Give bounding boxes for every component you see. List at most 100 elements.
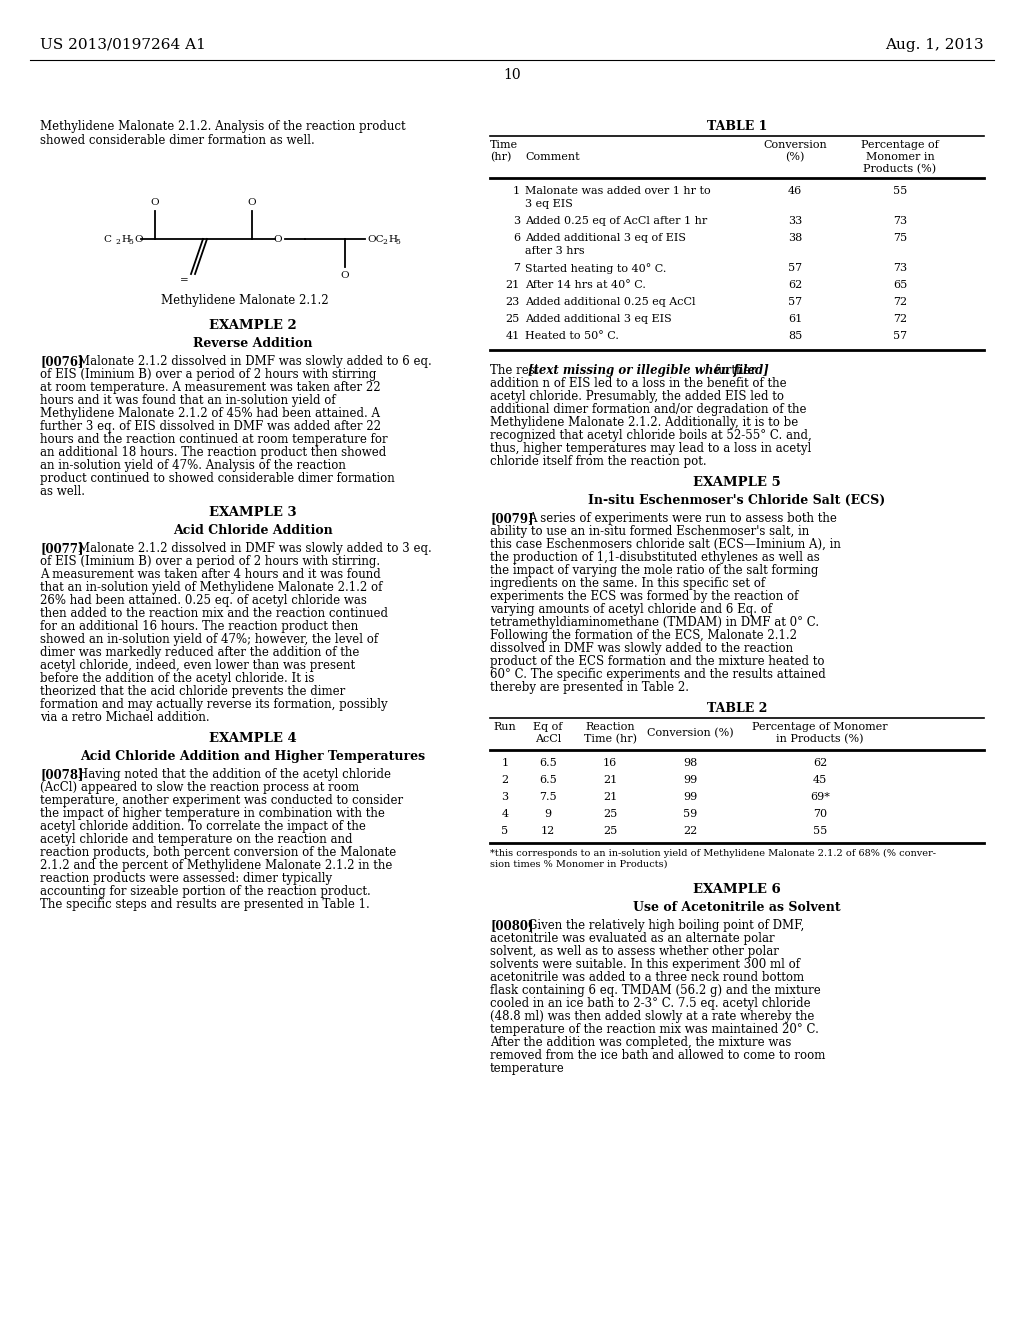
Text: flask containing 6 eq. TMDAM (56.2 g) and the mixture: flask containing 6 eq. TMDAM (56.2 g) an… bbox=[490, 983, 821, 997]
Text: product of the ECS formation and the mixture heated to: product of the ECS formation and the mix… bbox=[490, 655, 824, 668]
Text: thereby are presented in Table 2.: thereby are presented in Table 2. bbox=[490, 681, 689, 694]
Text: 3: 3 bbox=[502, 792, 509, 803]
Text: Acid Chloride Addition: Acid Chloride Addition bbox=[173, 524, 333, 537]
Text: additional dimer formation and/or degradation of the: additional dimer formation and/or degrad… bbox=[490, 403, 807, 416]
Text: Conversion: Conversion bbox=[763, 140, 826, 150]
Text: The resi: The resi bbox=[490, 364, 539, 378]
Text: after 3 hrs: after 3 hrs bbox=[525, 246, 585, 256]
Text: 16: 16 bbox=[603, 758, 617, 768]
Text: 23: 23 bbox=[506, 297, 520, 308]
Text: product continued to showed considerable dimer formation: product continued to showed considerable… bbox=[40, 473, 394, 484]
Text: ingredients on the same. In this specific set of: ingredients on the same. In this specifi… bbox=[490, 577, 765, 590]
Text: dissolved in DMF was slowly added to the reaction: dissolved in DMF was slowly added to the… bbox=[490, 642, 794, 655]
Text: A series of experiments were run to assess both the: A series of experiments were run to asse… bbox=[528, 512, 837, 525]
Text: 26% had been attained. 0.25 eq. of acetyl chloride was: 26% had been attained. 0.25 eq. of acety… bbox=[40, 594, 367, 607]
Text: AcCl: AcCl bbox=[535, 734, 561, 744]
Text: 70: 70 bbox=[813, 809, 827, 818]
Text: 6.5: 6.5 bbox=[539, 775, 557, 785]
Text: 1: 1 bbox=[513, 186, 520, 195]
Text: Started heating to 40° C.: Started heating to 40° C. bbox=[525, 263, 667, 273]
Text: In-situ Eschenmoser's Chloride Salt (ECS): In-situ Eschenmoser's Chloride Salt (ECS… bbox=[589, 494, 886, 507]
Text: (48.8 ml) was then added slowly at a rate whereby the: (48.8 ml) was then added slowly at a rat… bbox=[490, 1010, 814, 1023]
Text: reaction products, both percent conversion of the Malonate: reaction products, both percent conversi… bbox=[40, 846, 396, 859]
Text: TABLE 1: TABLE 1 bbox=[707, 120, 767, 133]
Text: further 3 eq. of EIS dissolved in DMF was added after 22: further 3 eq. of EIS dissolved in DMF wa… bbox=[40, 420, 381, 433]
Text: US 2013/0197264 A1: US 2013/0197264 A1 bbox=[40, 38, 206, 51]
Text: cooled in an ice bath to 2-3° C. 7.5 eq. acetyl chloride: cooled in an ice bath to 2-3° C. 7.5 eq.… bbox=[490, 997, 811, 1010]
Text: temperature, another experiment was conducted to consider: temperature, another experiment was cond… bbox=[40, 795, 403, 807]
Text: theorized that the acid chloride prevents the dimer: theorized that the acid chloride prevent… bbox=[40, 685, 345, 698]
Text: Use of Acetonitrile as Solvent: Use of Acetonitrile as Solvent bbox=[633, 902, 841, 913]
Text: showed considerable dimer formation as well.: showed considerable dimer formation as w… bbox=[40, 135, 314, 147]
Text: Malonate 2.1.2 dissolved in DMF was slowly added to 3 eq.: Malonate 2.1.2 dissolved in DMF was slow… bbox=[78, 543, 432, 554]
Text: After 14 hrs at 40° C.: After 14 hrs at 40° C. bbox=[525, 280, 646, 290]
Text: 60° C. The specific experiments and the results attained: 60° C. The specific experiments and the … bbox=[490, 668, 825, 681]
Text: 69*: 69* bbox=[810, 792, 829, 803]
Text: Methylidene Malonate 2.1.2 of 45% had been attained. A: Methylidene Malonate 2.1.2 of 45% had be… bbox=[40, 407, 380, 420]
Text: 2.1.2 and the percent of Methylidene Malonate 2.1.2 in the: 2.1.2 and the percent of Methylidene Mal… bbox=[40, 859, 392, 873]
Text: Time (hr): Time (hr) bbox=[584, 734, 637, 744]
Text: EXAMPLE 6: EXAMPLE 6 bbox=[693, 883, 781, 896]
Text: *this corresponds to an in-solution yield of Methylidene Malonate 2.1.2 of 68% (: *this corresponds to an in-solution yiel… bbox=[490, 849, 936, 858]
Text: 2: 2 bbox=[382, 238, 387, 246]
Text: further: further bbox=[715, 364, 758, 378]
Text: for an additional 16 hours. The reaction product then: for an additional 16 hours. The reaction… bbox=[40, 620, 358, 634]
Text: acetyl chloride and temperature on the reaction and: acetyl chloride and temperature on the r… bbox=[40, 833, 352, 846]
Text: an in-solution yield of 47%. Analysis of the reaction: an in-solution yield of 47%. Analysis of… bbox=[40, 459, 346, 473]
Text: 55: 55 bbox=[893, 186, 907, 195]
Text: Added additional 3 eq EIS: Added additional 3 eq EIS bbox=[525, 314, 672, 323]
Text: Conversion (%): Conversion (%) bbox=[647, 729, 733, 738]
Text: in Products (%): in Products (%) bbox=[776, 734, 864, 744]
Text: acetonitrile was evaluated as an alternate polar: acetonitrile was evaluated as an alterna… bbox=[490, 932, 774, 945]
Text: C: C bbox=[103, 235, 111, 243]
Text: solvent, as well as to assess whether other polar: solvent, as well as to assess whether ot… bbox=[490, 945, 779, 958]
Text: 6.5: 6.5 bbox=[539, 758, 557, 768]
Text: 41: 41 bbox=[506, 331, 520, 341]
Text: 3: 3 bbox=[513, 216, 520, 226]
Text: 57: 57 bbox=[893, 331, 907, 341]
Text: Methylidene Malonate 2.1.2: Methylidene Malonate 2.1.2 bbox=[161, 294, 329, 308]
Text: 25: 25 bbox=[603, 826, 617, 836]
Text: acetonitrile was added to a three neck round bottom: acetonitrile was added to a three neck r… bbox=[490, 972, 804, 983]
Text: Methylidene Malonate 2.1.2. Additionally, it is to be: Methylidene Malonate 2.1.2. Additionally… bbox=[490, 416, 799, 429]
Text: (AcCl) appeared to slow the reaction process at room: (AcCl) appeared to slow the reaction pro… bbox=[40, 781, 359, 795]
Text: 65: 65 bbox=[893, 280, 907, 290]
Text: 38: 38 bbox=[787, 234, 802, 243]
Text: (%): (%) bbox=[785, 152, 805, 162]
Text: Aug. 1, 2013: Aug. 1, 2013 bbox=[886, 38, 984, 51]
Text: 12: 12 bbox=[541, 826, 555, 836]
Text: Products (%): Products (%) bbox=[863, 164, 937, 174]
Text: 73: 73 bbox=[893, 263, 907, 273]
Text: acetyl chloride. Presumably, the added EIS led to: acetyl chloride. Presumably, the added E… bbox=[490, 389, 784, 403]
Text: 6: 6 bbox=[513, 234, 520, 243]
Text: 7: 7 bbox=[513, 263, 520, 273]
Text: 62: 62 bbox=[813, 758, 827, 768]
Text: 99: 99 bbox=[683, 792, 697, 803]
Text: removed from the ice bath and allowed to come to room: removed from the ice bath and allowed to… bbox=[490, 1049, 825, 1063]
Text: dimer was markedly reduced after the addition of the: dimer was markedly reduced after the add… bbox=[40, 645, 359, 659]
Text: formation and may actually reverse its formation, possibly: formation and may actually reverse its f… bbox=[40, 698, 388, 711]
Text: 21: 21 bbox=[506, 280, 520, 290]
Text: 72: 72 bbox=[893, 297, 907, 308]
Text: Eq of: Eq of bbox=[534, 722, 562, 733]
Text: [0080]: [0080] bbox=[490, 919, 534, 932]
Text: that an in-solution yield of Methylidene Malonate 2.1.2 of: that an in-solution yield of Methylidene… bbox=[40, 581, 382, 594]
Text: O: O bbox=[248, 198, 256, 207]
Text: 7.5: 7.5 bbox=[540, 792, 557, 803]
Text: Acid Chloride Addition and Higher Temperatures: Acid Chloride Addition and Higher Temper… bbox=[80, 750, 425, 763]
Text: 2: 2 bbox=[502, 775, 509, 785]
Text: Following the formation of the ECS, Malonate 2.1.2: Following the formation of the ECS, Malo… bbox=[490, 630, 797, 642]
Text: an additional 18 hours. The reaction product then showed: an additional 18 hours. The reaction pro… bbox=[40, 446, 386, 459]
Text: 45: 45 bbox=[813, 775, 827, 785]
Text: O: O bbox=[273, 235, 283, 243]
Text: A measurement was taken after 4 hours and it was found: A measurement was taken after 4 hours an… bbox=[40, 568, 381, 581]
Text: at room temperature. A measurement was taken after 22: at room temperature. A measurement was t… bbox=[40, 381, 381, 393]
Text: 72: 72 bbox=[893, 314, 907, 323]
Text: O: O bbox=[341, 271, 349, 280]
Text: 33: 33 bbox=[787, 216, 802, 226]
Text: Methylidene Malonate 2.1.2. Analysis of the reaction product: Methylidene Malonate 2.1.2. Analysis of … bbox=[40, 120, 406, 133]
Text: 5: 5 bbox=[128, 238, 133, 246]
Text: thus, higher temperatures may lead to a loss in acetyl: thus, higher temperatures may lead to a … bbox=[490, 442, 811, 455]
Text: Malonate 2.1.2 dissolved in DMF was slowly added to 6 eq.: Malonate 2.1.2 dissolved in DMF was slow… bbox=[78, 355, 432, 368]
Text: OC: OC bbox=[367, 235, 384, 243]
